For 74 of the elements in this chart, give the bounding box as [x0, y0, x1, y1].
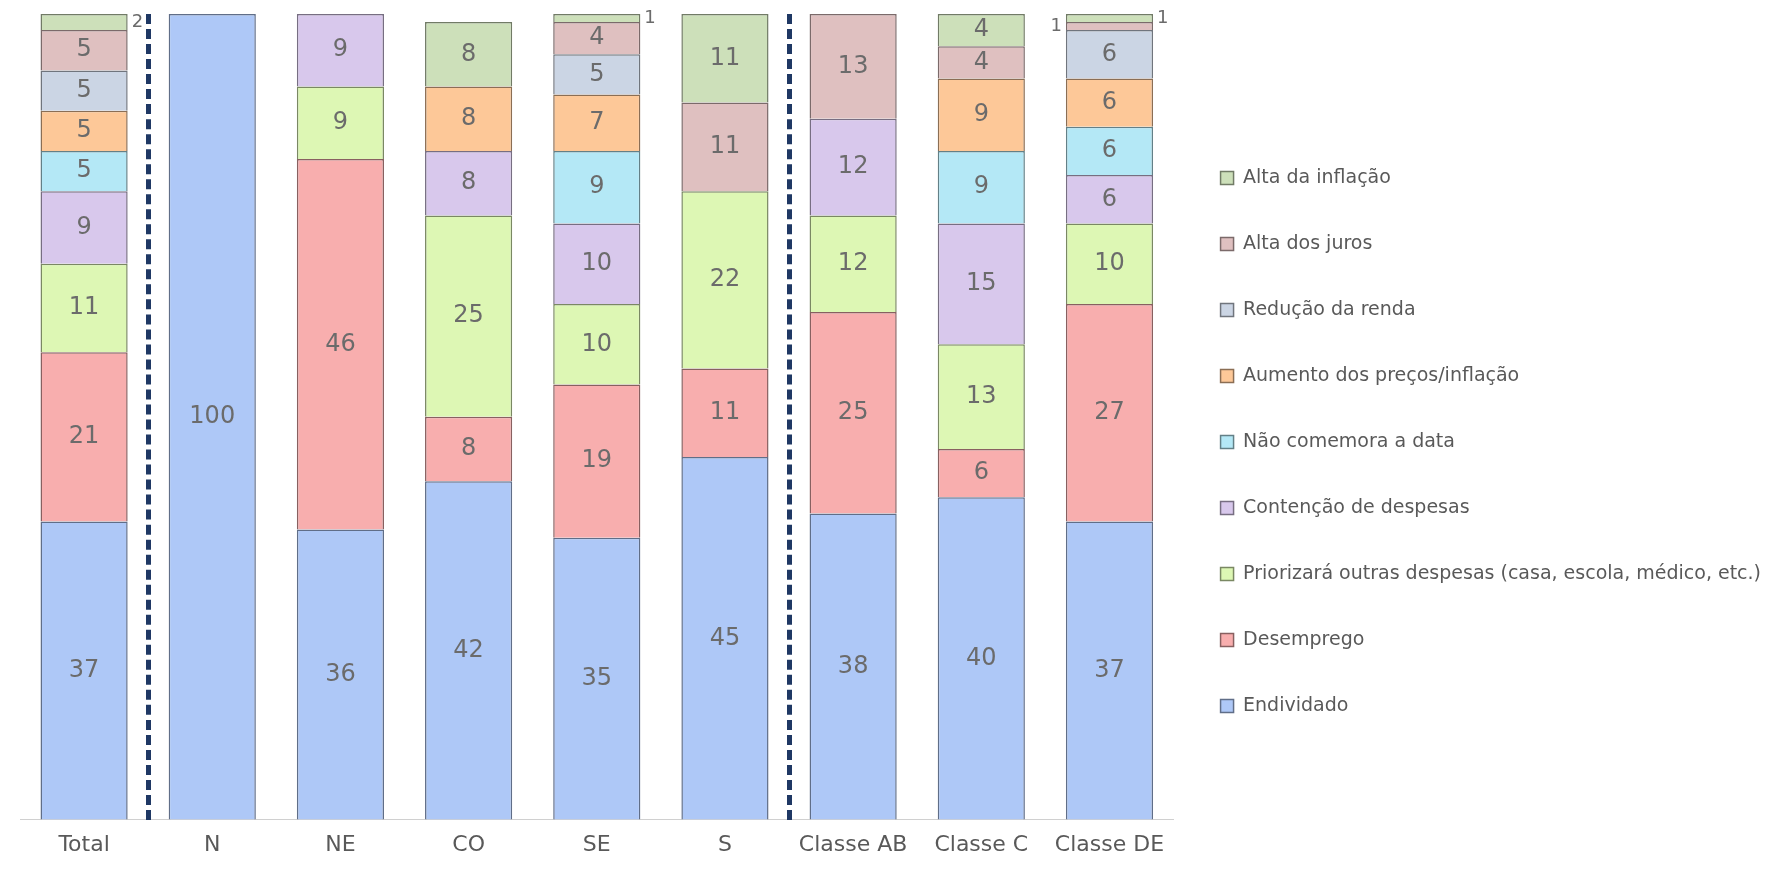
data-label: 22	[709, 264, 741, 293]
data-label: 7	[589, 106, 605, 135]
data-label: 4	[589, 22, 605, 51]
data-label: 21	[68, 421, 100, 450]
data-label: 6	[1101, 86, 1118, 115]
data-label: 9	[332, 106, 349, 135]
x-tick-label: CO	[452, 830, 485, 856]
x-tick-label: S	[717, 830, 732, 856]
data-label: 42	[453, 634, 484, 663]
data-label: 4	[973, 14, 989, 43]
data-label: 11	[709, 131, 741, 160]
legend-label: Aumento dos preços/inflação	[1243, 362, 1520, 385]
x-tick-label: Classe C	[934, 830, 1029, 856]
x-tick-label: Total	[57, 830, 110, 856]
legend-label: Alta dos juros	[1243, 230, 1373, 253]
data-label: 27	[1094, 397, 1125, 426]
data-label: 36	[325, 658, 356, 687]
data-label: 5	[76, 34, 92, 63]
x-tick-label: N	[204, 830, 221, 856]
data-label: 45	[709, 622, 741, 651]
data-label: 6	[973, 457, 989, 486]
legend-label: Não comemora a data	[1243, 428, 1455, 451]
data-label: 1	[1157, 5, 1169, 27]
data-label: 10	[581, 247, 613, 276]
data-label: 9	[973, 98, 989, 127]
data-label: 6	[1101, 135, 1118, 164]
data-label: 11	[68, 292, 100, 321]
data-label: 2	[131, 9, 144, 31]
x-tick-label: SE	[582, 830, 611, 856]
data-label: 37	[1094, 654, 1125, 683]
data-label: 40	[966, 642, 997, 671]
x-tick-label: NE	[325, 830, 356, 856]
data-label: 1	[644, 5, 656, 27]
data-label: 9	[76, 211, 92, 240]
data-label: 19	[581, 445, 613, 474]
legend-label: Redução da renda	[1243, 296, 1416, 319]
data-label: 11	[709, 397, 741, 426]
data-label: 4	[973, 46, 989, 75]
data-label: 6	[1101, 38, 1118, 67]
data-label: 9	[589, 171, 605, 200]
data-label: 5	[76, 115, 92, 144]
data-label: 5	[76, 155, 92, 184]
data-label: 6	[1101, 183, 1118, 212]
data-label: 13	[966, 380, 997, 409]
x-tick-label: Classe DE	[1054, 830, 1165, 856]
data-label: 25	[837, 397, 869, 426]
data-label: 5	[76, 74, 92, 103]
data-label: 46	[325, 328, 356, 357]
legend-label: Contenção de despesas	[1243, 494, 1470, 517]
legend-label: Priorizará outras despesas (casa, escola, médico, etc.)	[1243, 560, 1761, 583]
data-label: 9	[332, 34, 349, 63]
data-label: 13	[837, 50, 869, 79]
data-label: 10	[581, 328, 613, 357]
data-label: 37	[68, 654, 100, 683]
data-label: 35	[581, 662, 613, 691]
data-label: 5	[589, 58, 605, 87]
data-label: 9	[973, 171, 989, 200]
data-label: 8	[460, 167, 477, 196]
data-label: 12	[837, 151, 869, 180]
data-label: 11	[709, 42, 741, 71]
data-label: 8	[460, 102, 477, 131]
x-tick-label: Classe AB	[798, 830, 908, 856]
data-label: 8	[460, 38, 477, 67]
data-label: 15	[966, 268, 997, 297]
data-label: 10	[1094, 247, 1125, 276]
legend-label: Endividado	[1243, 692, 1349, 715]
legend-label: Alta da inflação	[1243, 164, 1391, 187]
legend-label: Desemprego	[1243, 626, 1365, 649]
data-label: 25	[453, 300, 484, 329]
data-label: 1	[1050, 13, 1062, 35]
data-label: 12	[837, 247, 869, 276]
data-label: 100	[189, 401, 236, 430]
data-label: 8	[460, 433, 477, 462]
data-label: 38	[837, 650, 869, 679]
